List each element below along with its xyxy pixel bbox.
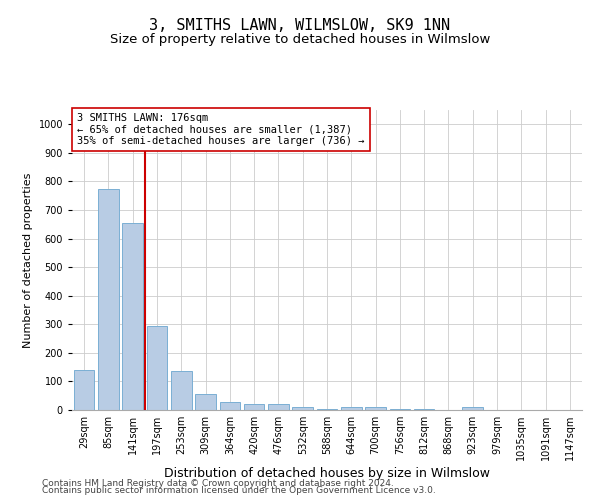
Bar (98, 188, 119, 410)
Text: 3 SMITHS LAWN: 176sqm
← 65% of detached houses are smaller (1,387)
35% of semi-d: 3 SMITHS LAWN: 176sqm ← 65% of detached … (77, 113, 365, 146)
Bar (268, 404, 289, 410)
X-axis label: Distribution of detached houses by size in Wilmslow: Distribution of detached houses by size … (164, 467, 490, 480)
Bar (195, 394, 216, 410)
Text: 3, SMITHS LAWN, WILMSLOW, SK9 1NN: 3, SMITHS LAWN, WILMSLOW, SK9 1NN (149, 18, 451, 32)
Y-axis label: Number of detached properties: Number of detached properties (23, 172, 33, 348)
Text: Contains HM Land Registry data © Crown copyright and database right 2024.: Contains HM Land Registry data © Crown c… (42, 478, 394, 488)
Bar (389, 408, 410, 410)
Text: Contains public sector information licensed under the Open Government Licence v3: Contains public sector information licen… (42, 486, 436, 495)
Bar (341, 407, 362, 410)
Bar (414, 408, 434, 410)
Bar (74, 370, 94, 410)
Bar (365, 407, 386, 410)
Bar (171, 372, 191, 410)
Bar (317, 408, 337, 410)
Bar (220, 402, 240, 410)
Bar (244, 404, 265, 410)
Bar (463, 407, 483, 410)
Bar (146, 326, 167, 410)
Bar (122, 223, 143, 410)
Bar (292, 407, 313, 410)
Text: Size of property relative to detached houses in Wilmslow: Size of property relative to detached ho… (110, 32, 490, 46)
